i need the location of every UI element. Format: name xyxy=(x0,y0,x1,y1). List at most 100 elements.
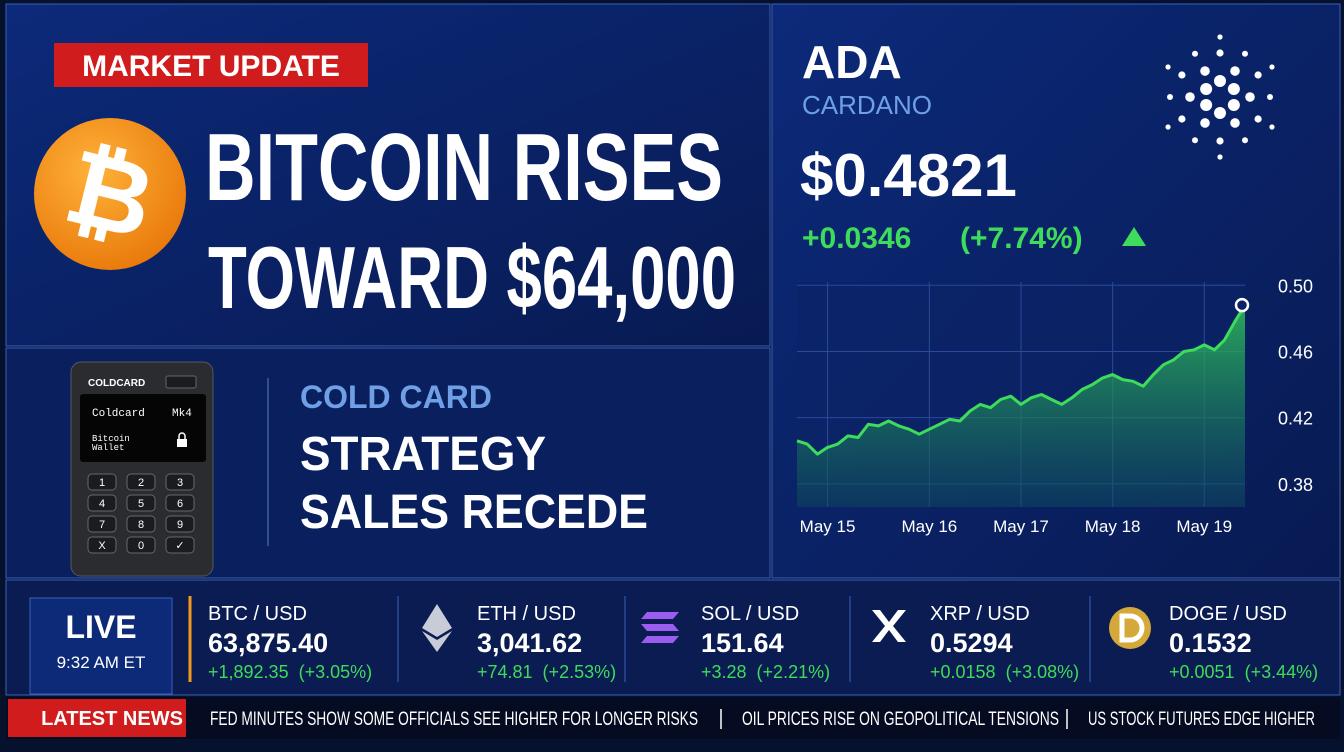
key-label: 4 xyxy=(99,498,105,510)
key-label: 3 xyxy=(177,477,183,489)
end-marker xyxy=(1234,297,1250,313)
ticker-price: 0.5294 xyxy=(930,628,1013,658)
logo-dot xyxy=(1167,94,1173,100)
x-tick-label: May 19 xyxy=(1176,517,1232,536)
news-items: FED MINUTES SHOW SOME OFFICIALS SEE HIGH… xyxy=(210,709,1315,730)
doge-mark xyxy=(1119,613,1145,643)
key xyxy=(126,515,156,533)
badge xyxy=(54,43,368,87)
y-tick-label: 0.38 xyxy=(1278,475,1313,495)
sol-icon xyxy=(641,612,679,643)
ticker-change: +3.28 (+2.21%) xyxy=(701,662,830,682)
ticker-change: +74.81 (+2.53%) xyxy=(477,662,616,682)
key xyxy=(165,536,195,554)
logo-dot xyxy=(1200,118,1210,128)
eth-icon xyxy=(422,604,452,652)
news-label-box xyxy=(8,699,186,737)
quote-change-pct: (+7.74%) xyxy=(960,222,1083,255)
lock-icon xyxy=(177,439,187,447)
quote-price: $0.4821 xyxy=(800,142,1017,209)
news-label: LATEST NEWS xyxy=(41,708,183,730)
logo-dot xyxy=(1269,124,1275,130)
logo-dot xyxy=(1165,124,1171,130)
key-label: ✓ xyxy=(175,540,184,552)
key-label: 0 xyxy=(138,540,144,552)
screen-model: Mk4 xyxy=(172,408,192,420)
badge-text: MARKET UPDATE xyxy=(82,50,340,83)
live-label: LIVE xyxy=(65,609,136,645)
ticker-pair: SOL / USD xyxy=(701,603,799,625)
logo-dot xyxy=(1245,92,1255,102)
story-line1: STRATEGY xyxy=(300,428,546,481)
ticker-change: +0.0051 (+3.44%) xyxy=(1169,662,1318,682)
news-item: OIL PRICES RISE ON GEOPOLITICAL TENSIONS xyxy=(742,709,1059,730)
live-time: 9:32 AM ET xyxy=(57,653,146,672)
logo-dot xyxy=(1217,34,1223,40)
logo-dot xyxy=(1165,64,1171,70)
bitcoin-logo xyxy=(34,118,186,270)
ticker-pair: XRP / USD xyxy=(930,603,1030,625)
screen-line2: Wallet xyxy=(92,443,124,453)
news-bar xyxy=(6,697,1340,739)
device-brand: COLDCARD xyxy=(88,378,145,389)
ticker-pair: ETH / USD xyxy=(477,603,576,625)
logo-dot xyxy=(1267,94,1273,100)
x-tick-label: May 15 xyxy=(800,517,856,536)
key xyxy=(165,515,195,533)
lock-shackle xyxy=(178,432,186,439)
ticker-change: +1,892.35 (+3.05%) xyxy=(208,662,372,682)
logo-dot xyxy=(1200,83,1213,95)
key xyxy=(87,473,117,491)
logo-dot xyxy=(1254,71,1262,79)
device-screen xyxy=(80,394,206,462)
logo-dot xyxy=(1227,99,1240,111)
screen-title: Coldcard xyxy=(92,408,145,420)
logo-dot xyxy=(1192,137,1198,144)
logo-dot xyxy=(1178,71,1186,79)
story-label: COLD CARD xyxy=(300,379,492,415)
device-port xyxy=(165,375,197,389)
logo-dot xyxy=(1216,137,1224,145)
x-tick-label: May 18 xyxy=(1085,517,1141,536)
logo-dot xyxy=(1254,115,1262,123)
quote-name: CARDANO xyxy=(802,90,932,120)
logo-dot xyxy=(1216,49,1224,57)
logo-dot xyxy=(1214,107,1226,119)
y-tick-label: 0.42 xyxy=(1278,409,1313,429)
x-tick-label: May 17 xyxy=(993,517,1049,536)
quote-symbol: ADA xyxy=(802,36,902,88)
headline-line2: TOWARD $64,000 xyxy=(208,228,736,327)
live-box xyxy=(29,597,173,695)
logo-dot xyxy=(1214,75,1226,87)
key-label: 1 xyxy=(99,477,105,489)
logo-dot xyxy=(1185,92,1195,102)
news-item: FED MINUTES SHOW SOME OFFICIALS SEE HIGH… xyxy=(210,709,698,730)
key-label: 9 xyxy=(177,519,183,531)
logo-dot xyxy=(1242,50,1248,57)
logo-dot xyxy=(1230,66,1240,76)
headline-line1: BITCOIN RISES xyxy=(205,114,723,221)
logo-dot xyxy=(1200,66,1210,76)
up-arrow xyxy=(1122,227,1146,246)
x-tick-label: May 16 xyxy=(901,517,957,536)
news-item: US STOCK FUTURES EDGE HIGHER xyxy=(1088,709,1315,730)
key xyxy=(87,494,117,512)
logo-dot xyxy=(1230,118,1240,128)
key xyxy=(126,473,156,491)
screen-line1: Bitcoin xyxy=(92,434,130,444)
y-tick-label: 0.46 xyxy=(1278,342,1313,362)
key-label: 6 xyxy=(177,498,183,510)
logo-dot xyxy=(1192,50,1198,57)
logo-dot xyxy=(1200,99,1213,111)
logo-dot xyxy=(1217,154,1223,160)
tickers: BTC / USD 63,875.40 +1,892.35 (+3.05%) ETH … xyxy=(208,596,1318,682)
ticker-change: +0.0158 (+3.08%) xyxy=(930,662,1079,682)
key xyxy=(126,536,156,554)
area xyxy=(797,305,1245,507)
key-label: 7 xyxy=(99,519,105,531)
ticker-pair: DOGE / USD xyxy=(1169,603,1287,625)
logo-dot xyxy=(1227,83,1240,95)
key xyxy=(126,494,156,512)
